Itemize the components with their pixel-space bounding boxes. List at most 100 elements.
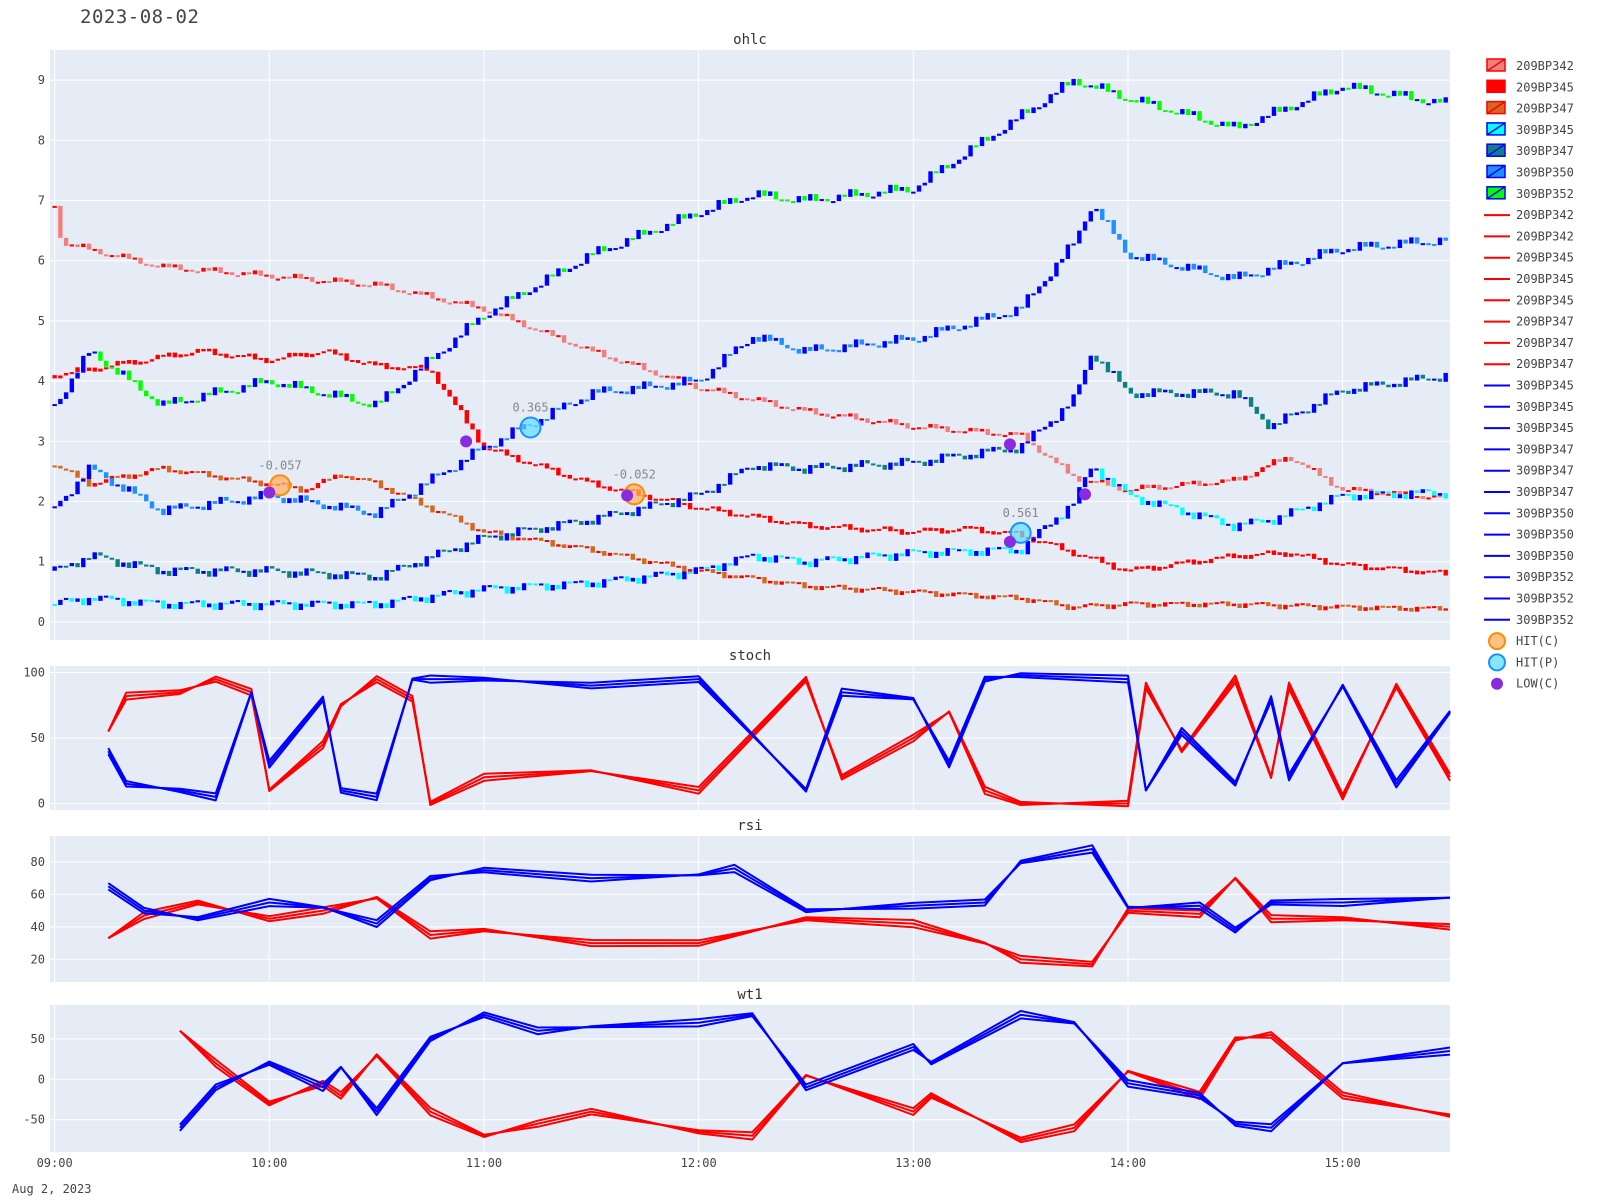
- legend-item[interactable]: 209BP345: [1484, 251, 1574, 265]
- legend-item[interactable]: 209BP342: [1486, 58, 1574, 73]
- legend-item[interactable]: 309BP345: [1484, 379, 1574, 393]
- candle: [687, 382, 693, 385]
- candle: [201, 348, 206, 352]
- legend-item[interactable]: 209BP342: [1484, 208, 1574, 222]
- legend-item[interactable]: 209BP347: [1484, 315, 1574, 329]
- legend-item[interactable]: 309BP352: [1484, 570, 1574, 584]
- candle: [1260, 602, 1265, 605]
- candle: [848, 524, 853, 530]
- candle: [722, 563, 727, 572]
- candle: [218, 568, 223, 572]
- candle: [75, 563, 80, 568]
- candle: [476, 534, 481, 544]
- candle: [779, 406, 784, 409]
- candle: [1163, 389, 1168, 393]
- legend-item[interactable]: 209BP345: [1484, 293, 1574, 307]
- legend-item[interactable]: HIT(C): [1488, 632, 1559, 651]
- legend-item[interactable]: 209BP347: [1486, 100, 1574, 116]
- candle: [69, 378, 75, 393]
- legend-item[interactable]: LOW(C): [1491, 677, 1559, 691]
- candle: [441, 298, 447, 303]
- candle: [561, 335, 567, 343]
- candle: [390, 391, 395, 394]
- legend-item[interactable]: 309BP352: [1486, 186, 1574, 201]
- legend-item[interactable]: 309BP352: [1484, 613, 1574, 627]
- candle: [750, 399, 756, 402]
- candle: [1271, 423, 1277, 430]
- candle: [899, 591, 905, 595]
- legend-item[interactable]: 309BP345: [1484, 421, 1574, 435]
- candle: [796, 468, 802, 471]
- plot-background: [50, 50, 1450, 640]
- candle: [58, 205, 63, 238]
- candle: [1311, 91, 1317, 101]
- candle: [825, 413, 830, 417]
- legend-item[interactable]: 309BP347: [1484, 485, 1574, 499]
- candle: [1134, 601, 1139, 604]
- candle: [624, 576, 630, 582]
- candle: [1391, 605, 1397, 608]
- candle: [1380, 93, 1385, 96]
- legend-item[interactable]: 209BP342: [1484, 229, 1574, 243]
- legend-item[interactable]: HIT(P): [1488, 653, 1559, 672]
- legend-item[interactable]: 209BP345: [1486, 79, 1574, 94]
- candle: [1042, 103, 1048, 108]
- candle: [790, 409, 796, 412]
- candle: [464, 323, 470, 336]
- candle: [1008, 315, 1013, 318]
- legend-item[interactable]: 309BP350: [1486, 164, 1574, 180]
- candle: [378, 603, 384, 609]
- candle: [138, 599, 143, 606]
- candle: [1254, 274, 1259, 277]
- candle: [905, 423, 910, 429]
- candle: [996, 316, 1002, 319]
- candle: [790, 581, 796, 584]
- candle: [779, 337, 784, 345]
- candle: [1077, 476, 1082, 482]
- legend-item[interactable]: 309BP347: [1484, 442, 1574, 456]
- candle: [1151, 253, 1156, 261]
- candle: [539, 285, 544, 288]
- candle: [1351, 486, 1357, 491]
- candle: [985, 595, 990, 600]
- candle: [836, 414, 842, 417]
- legend-item[interactable]: 309BP352: [1484, 592, 1574, 606]
- legend-item[interactable]: 309BP347: [1484, 464, 1574, 478]
- candle: [830, 525, 836, 528]
- candle: [247, 570, 252, 577]
- candle: [418, 483, 424, 495]
- legend-item[interactable]: 309BP345: [1484, 400, 1574, 414]
- legend-item[interactable]: 309BP350: [1484, 549, 1574, 563]
- candle: [1191, 389, 1197, 398]
- legend-item[interactable]: 309BP347: [1486, 143, 1574, 158]
- legend-item[interactable]: 309BP350: [1484, 528, 1574, 542]
- candle: [470, 589, 475, 598]
- candle: [58, 599, 63, 605]
- legend-item[interactable]: 209BP345: [1484, 272, 1574, 286]
- candle: [1185, 559, 1191, 563]
- legend-item[interactable]: 209BP347: [1484, 336, 1574, 350]
- legend-item[interactable]: 209BP347: [1484, 357, 1574, 371]
- candle: [241, 476, 246, 479]
- candle: [1065, 505, 1071, 519]
- legend-item[interactable]: 309BP345: [1486, 122, 1574, 137]
- candle: [785, 199, 790, 202]
- y-tick-label: 0: [38, 615, 45, 629]
- candle: [893, 334, 899, 344]
- candle: [1243, 271, 1248, 277]
- candle: [602, 579, 607, 588]
- candle: [189, 352, 195, 356]
- candle: [407, 366, 412, 369]
- candle: [550, 527, 555, 531]
- candle: [1420, 496, 1426, 500]
- candle: [745, 467, 750, 470]
- candle: [802, 522, 807, 525]
- series-line: [107, 844, 1451, 934]
- legend-item[interactable]: 309BP350: [1484, 506, 1574, 520]
- candle: [247, 385, 252, 388]
- candle: [390, 569, 395, 572]
- candle: [1403, 239, 1408, 244]
- candle: [642, 381, 647, 389]
- y-tick-label: 0: [38, 796, 45, 810]
- candle: [1077, 554, 1082, 557]
